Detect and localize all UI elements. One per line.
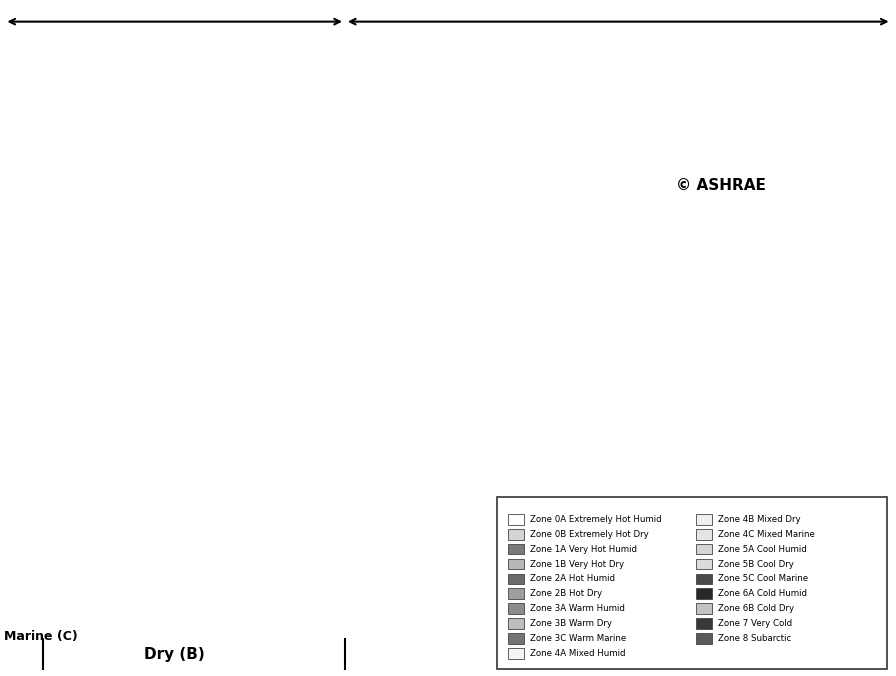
- Text: Marine (C): Marine (C): [4, 630, 78, 643]
- Bar: [696, 514, 712, 525]
- Text: Moist (A): Moist (A): [580, 648, 657, 662]
- Bar: [508, 619, 524, 629]
- Bar: [696, 604, 712, 614]
- Text: Zone 6B Cold Dry: Zone 6B Cold Dry: [719, 604, 795, 613]
- Text: Zone 3C Warm Marine: Zone 3C Warm Marine: [530, 634, 626, 644]
- Bar: [696, 529, 712, 539]
- Bar: [497, 497, 887, 669]
- Bar: [696, 619, 712, 629]
- Bar: [508, 573, 524, 584]
- Bar: [508, 558, 524, 569]
- Text: Zone 4C Mixed Marine: Zone 4C Mixed Marine: [719, 529, 815, 539]
- Text: Zone 3B Warm Dry: Zone 3B Warm Dry: [530, 619, 613, 628]
- Bar: [508, 529, 524, 539]
- Bar: [0, 57, 896, 635]
- Text: Zone 1A Very Hot Humid: Zone 1A Very Hot Humid: [530, 545, 637, 554]
- Bar: [508, 633, 524, 644]
- Text: © ASHRAE: © ASHRAE: [676, 178, 766, 193]
- Bar: [696, 573, 712, 584]
- Text: Zone 2A Hot Humid: Zone 2A Hot Humid: [530, 575, 616, 583]
- Text: Dry (B): Dry (B): [144, 648, 205, 662]
- Text: Zone 2B Hot Dry: Zone 2B Hot Dry: [530, 589, 602, 598]
- Bar: [508, 589, 524, 600]
- Text: Zone 4B Mixed Dry: Zone 4B Mixed Dry: [719, 514, 801, 524]
- Bar: [508, 514, 524, 525]
- Text: Zone 8 Subarctic: Zone 8 Subarctic: [719, 634, 792, 644]
- Text: Zone 0B Extremely Hot Dry: Zone 0B Extremely Hot Dry: [530, 529, 650, 539]
- Text: Zone 3A Warm Humid: Zone 3A Warm Humid: [530, 604, 625, 613]
- Text: Zone 5C Cool Marine: Zone 5C Cool Marine: [719, 575, 808, 583]
- Bar: [696, 544, 712, 554]
- Bar: [508, 544, 524, 554]
- Text: Zone 1B Very Hot Dry: Zone 1B Very Hot Dry: [530, 560, 625, 569]
- Text: Zone 6A Cold Humid: Zone 6A Cold Humid: [719, 589, 807, 598]
- Bar: [696, 558, 712, 569]
- Text: Zone 5B Cool Dry: Zone 5B Cool Dry: [719, 560, 795, 569]
- Bar: [696, 589, 712, 600]
- Bar: [508, 648, 524, 659]
- Bar: [508, 604, 524, 614]
- Text: Zone 4A Mixed Humid: Zone 4A Mixed Humid: [530, 649, 626, 658]
- Text: Zone 5A Cool Humid: Zone 5A Cool Humid: [719, 545, 807, 554]
- Bar: [696, 633, 712, 644]
- Text: Zone 7 Very Cold: Zone 7 Very Cold: [719, 619, 793, 628]
- Text: Zone 0A Extremely Hot Humid: Zone 0A Extremely Hot Humid: [530, 514, 662, 524]
